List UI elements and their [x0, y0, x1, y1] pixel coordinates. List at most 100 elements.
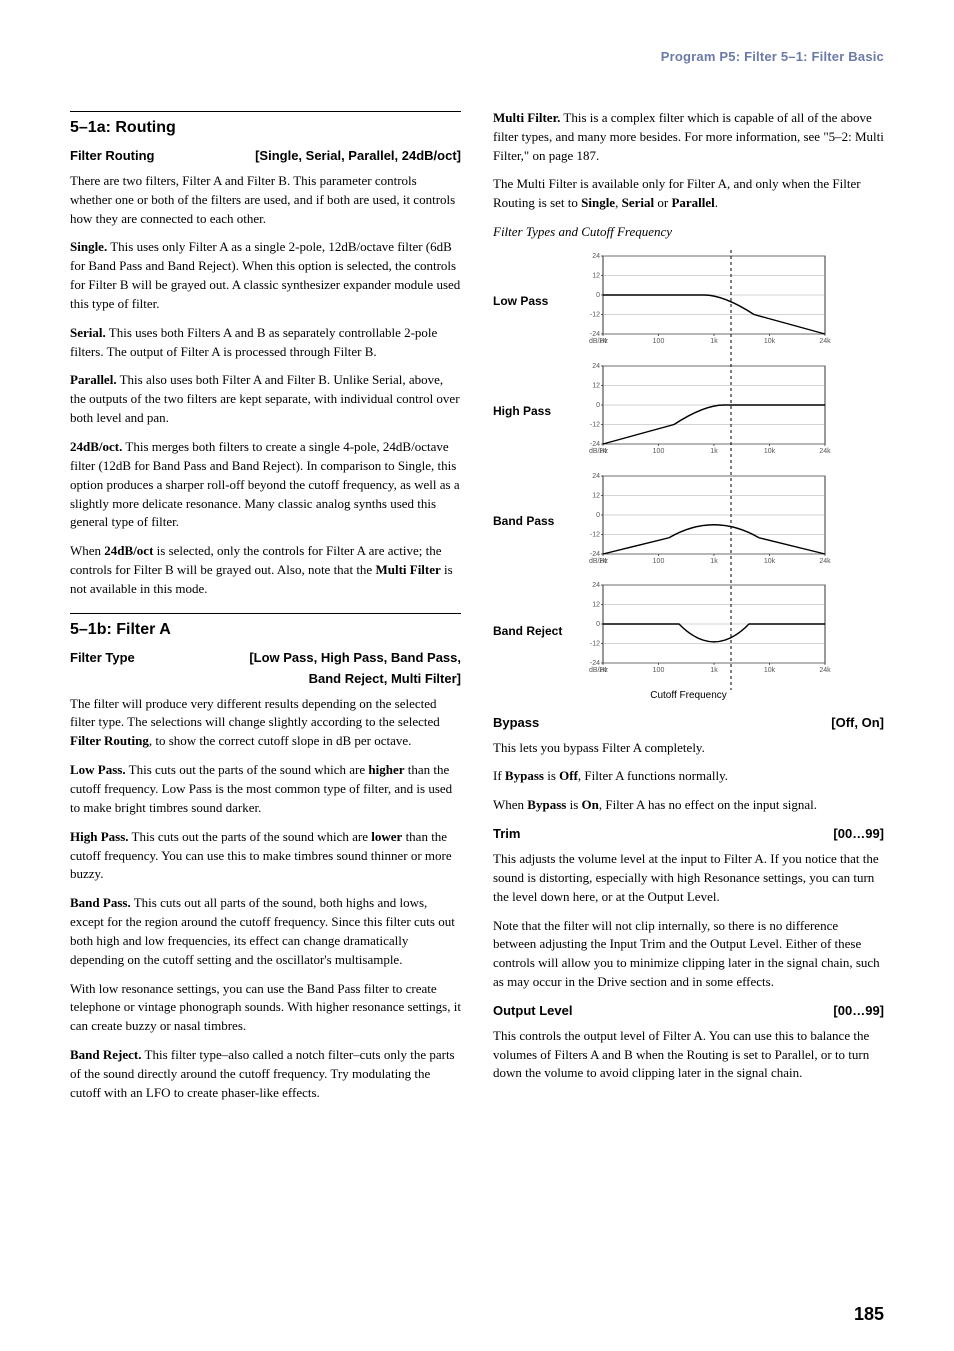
section-heading-routing: 5–1a: Routing: [70, 116, 461, 139]
chart-highpass: 24120-12-24241001k10k24kdB/Hz: [581, 360, 884, 464]
param-name: Trim: [493, 825, 520, 844]
svg-text:-12: -12: [590, 421, 600, 428]
text: , Filter A has no effect on the input si…: [599, 797, 817, 812]
param-range: [Off, On]: [831, 714, 884, 733]
svg-text:dB/Hz: dB/Hz: [589, 558, 609, 565]
term-off: Off: [559, 768, 578, 783]
svg-text:10k: 10k: [764, 338, 776, 345]
svg-text:-24: -24: [590, 331, 600, 338]
param-name: Filter Routing: [70, 147, 155, 166]
svg-text:100: 100: [653, 667, 665, 674]
term-higher: higher: [368, 762, 404, 777]
svg-text:24: 24: [592, 582, 600, 589]
body-text: 24dB/oct. This merges both filters to cr…: [70, 438, 461, 532]
body-text: Low Pass. This cuts out the parts of the…: [70, 761, 461, 818]
term-on: On: [582, 797, 599, 812]
term-serial: Serial.: [70, 325, 106, 340]
param-bypass: Bypass [Off, On]: [493, 714, 884, 733]
term-parallel: Parallel: [671, 195, 714, 210]
svg-text:12: 12: [592, 602, 600, 609]
text: .: [715, 195, 718, 210]
param-range: [00…99]: [833, 825, 884, 844]
text: is: [566, 797, 581, 812]
body-text: If Bypass is Off, Filter A functions nor…: [493, 767, 884, 786]
term-bypass: Bypass: [505, 768, 544, 783]
svg-text:1k: 1k: [710, 338, 718, 345]
right-column: Multi Filter. This is a complex filter w…: [493, 109, 884, 1113]
svg-text:24k: 24k: [819, 338, 831, 345]
svg-text:0: 0: [596, 621, 600, 628]
chart-label-highpass: High Pass: [493, 403, 581, 420]
body-text: This lets you bypass Filter A completely…: [493, 739, 884, 758]
text: If: [493, 768, 505, 783]
figure-caption: Filter Types and Cutoff Frequency: [493, 223, 884, 242]
term-lowpass: Low Pass.: [70, 762, 126, 777]
term-bypass: Bypass: [527, 797, 566, 812]
svg-text:1k: 1k: [710, 448, 718, 455]
body-text: Single. This uses only Filter A as a sin…: [70, 238, 461, 313]
chart-label-bandreject: Band Reject: [493, 623, 581, 640]
text: This cuts out the parts of the sound whi…: [126, 762, 369, 777]
term-24db-bold: 24dB/oct: [104, 543, 153, 558]
term-parallel: Parallel.: [70, 372, 117, 387]
text: is: [544, 768, 559, 783]
svg-text:12: 12: [592, 382, 600, 389]
body-text: When Bypass is On, Filter A has no effec…: [493, 796, 884, 815]
chart-bandpass: 24120-12-24241001k10k24kdB/Hz: [581, 470, 884, 574]
term-multifilter: Multi Filter: [375, 562, 440, 577]
param-trim: Trim [00…99]: [493, 825, 884, 844]
term-multifilter: Multi Filter.: [493, 110, 560, 125]
svg-text:24: 24: [592, 473, 600, 480]
text: This merges both filters to create a sin…: [70, 439, 460, 529]
chart-bandreject: 24120-12-24241001k10k24kdB/Hz: [581, 579, 884, 683]
chart-lowpass-row: Low Pass 24120-12-24241001k10k24kdB/Hz: [493, 250, 884, 354]
svg-text:dB/Hz: dB/Hz: [589, 448, 609, 455]
svg-text:-24: -24: [590, 441, 600, 448]
text: This also uses both Filter A and Filter …: [70, 372, 460, 425]
svg-text:24k: 24k: [819, 448, 831, 455]
body-text: High Pass. This cuts out the parts of th…: [70, 828, 461, 885]
svg-text:-24: -24: [590, 551, 600, 558]
svg-text:0: 0: [596, 402, 600, 409]
chart-lowpass: 24120-12-24241001k10k24kdB/Hz: [581, 250, 884, 354]
svg-text:100: 100: [653, 338, 665, 345]
svg-text:10k: 10k: [764, 448, 776, 455]
term-single: Single: [581, 195, 615, 210]
term-bandreject: Band Reject.: [70, 1047, 142, 1062]
svg-text:1k: 1k: [710, 558, 718, 565]
filter-charts-block: Low Pass 24120-12-24241001k10k24kdB/Hz H…: [493, 250, 884, 683]
param-name: Filter Type: [70, 649, 135, 668]
body-text: Note that the filter will not clip inter…: [493, 917, 884, 992]
svg-text:24: 24: [592, 363, 600, 370]
body-text: Band Pass. This cuts out all parts of th…: [70, 894, 461, 969]
svg-text:-12: -12: [590, 641, 600, 648]
text: This uses only Filter A as a single 2-po…: [70, 239, 460, 311]
text: This uses both Filters A and B as separa…: [70, 325, 437, 359]
text: When: [493, 797, 527, 812]
chart-label-bandpass: Band Pass: [493, 513, 581, 530]
term-single: Single.: [70, 239, 107, 254]
text: This cuts out the parts of the sound whi…: [129, 829, 372, 844]
param-range: [00…99]: [833, 1002, 884, 1021]
section-rule: [70, 111, 461, 112]
term-serial: Serial: [622, 195, 655, 210]
body-text: Parallel. This also uses both Filter A a…: [70, 371, 461, 428]
param-output-level: Output Level [00…99]: [493, 1002, 884, 1021]
chart-bandreject-row: Band Reject 24120-12-24241001k10k24kdB/H…: [493, 579, 884, 683]
svg-text:100: 100: [653, 448, 665, 455]
svg-text:12: 12: [592, 272, 600, 279]
svg-text:10k: 10k: [764, 667, 776, 674]
two-column-layout: 5–1a: Routing Filter Routing [Single, Se…: [70, 109, 884, 1113]
running-header: Program P5: Filter 5–1: Filter Basic: [70, 48, 884, 67]
text: The filter will produce very different r…: [70, 696, 440, 730]
text: , to show the correct cutoff slope in dB…: [149, 733, 412, 748]
body-text: The Multi Filter is available only for F…: [493, 175, 884, 213]
svg-text:24: 24: [592, 253, 600, 260]
text: , Filter A functions normally.: [578, 768, 728, 783]
param-range: [Low Pass, High Pass, Band Pass,: [249, 649, 461, 668]
page-number: 185: [854, 1301, 884, 1327]
body-text: Band Reject. This filter type–also calle…: [70, 1046, 461, 1103]
svg-text:dB/Hz: dB/Hz: [589, 338, 609, 345]
svg-text:100: 100: [653, 558, 665, 565]
section-rule: [70, 613, 461, 614]
